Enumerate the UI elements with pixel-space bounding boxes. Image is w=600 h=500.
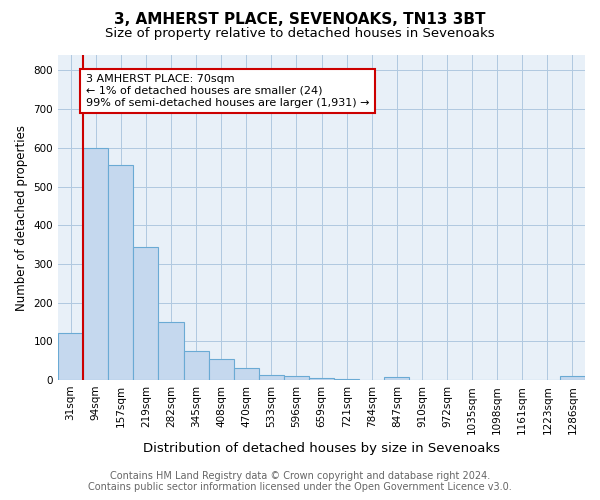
Bar	[58, 333, 83, 380]
Bar	[158, 322, 184, 380]
Text: 3 AMHERST PLACE: 70sqm
← 1% of detached houses are smaller (24)
99% of semi-deta: 3 AMHERST PLACE: 70sqm ← 1% of detached …	[86, 74, 369, 108]
Bar	[108, 166, 133, 380]
Bar	[384, 378, 409, 380]
Bar	[560, 376, 585, 380]
Text: 3, AMHERST PLACE, SEVENOAKS, TN13 3BT: 3, AMHERST PLACE, SEVENOAKS, TN13 3BT	[114, 12, 486, 28]
Bar	[133, 246, 158, 380]
Bar	[83, 148, 108, 380]
Bar	[309, 378, 334, 380]
Bar	[209, 359, 233, 380]
Text: Contains HM Land Registry data © Crown copyright and database right 2024.
Contai: Contains HM Land Registry data © Crown c…	[88, 471, 512, 492]
Text: Size of property relative to detached houses in Sevenoaks: Size of property relative to detached ho…	[105, 28, 495, 40]
Bar	[334, 379, 359, 380]
Y-axis label: Number of detached properties: Number of detached properties	[15, 124, 28, 310]
Bar	[184, 351, 209, 380]
X-axis label: Distribution of detached houses by size in Sevenoaks: Distribution of detached houses by size …	[143, 442, 500, 455]
Bar	[284, 376, 309, 380]
Bar	[233, 368, 259, 380]
Bar	[259, 374, 284, 380]
